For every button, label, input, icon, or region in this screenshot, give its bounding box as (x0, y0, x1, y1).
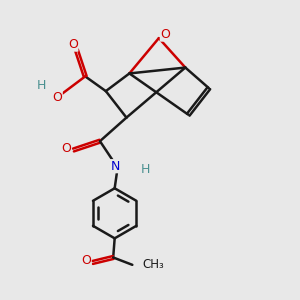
Text: O: O (61, 142, 71, 155)
Text: N: N (111, 160, 120, 173)
Text: O: O (81, 254, 91, 267)
Text: O: O (68, 38, 78, 51)
Text: H: H (141, 163, 150, 176)
Text: CH₃: CH₃ (142, 258, 164, 271)
Text: O: O (52, 91, 62, 104)
Text: O: O (160, 28, 170, 41)
Text: H: H (36, 79, 46, 92)
